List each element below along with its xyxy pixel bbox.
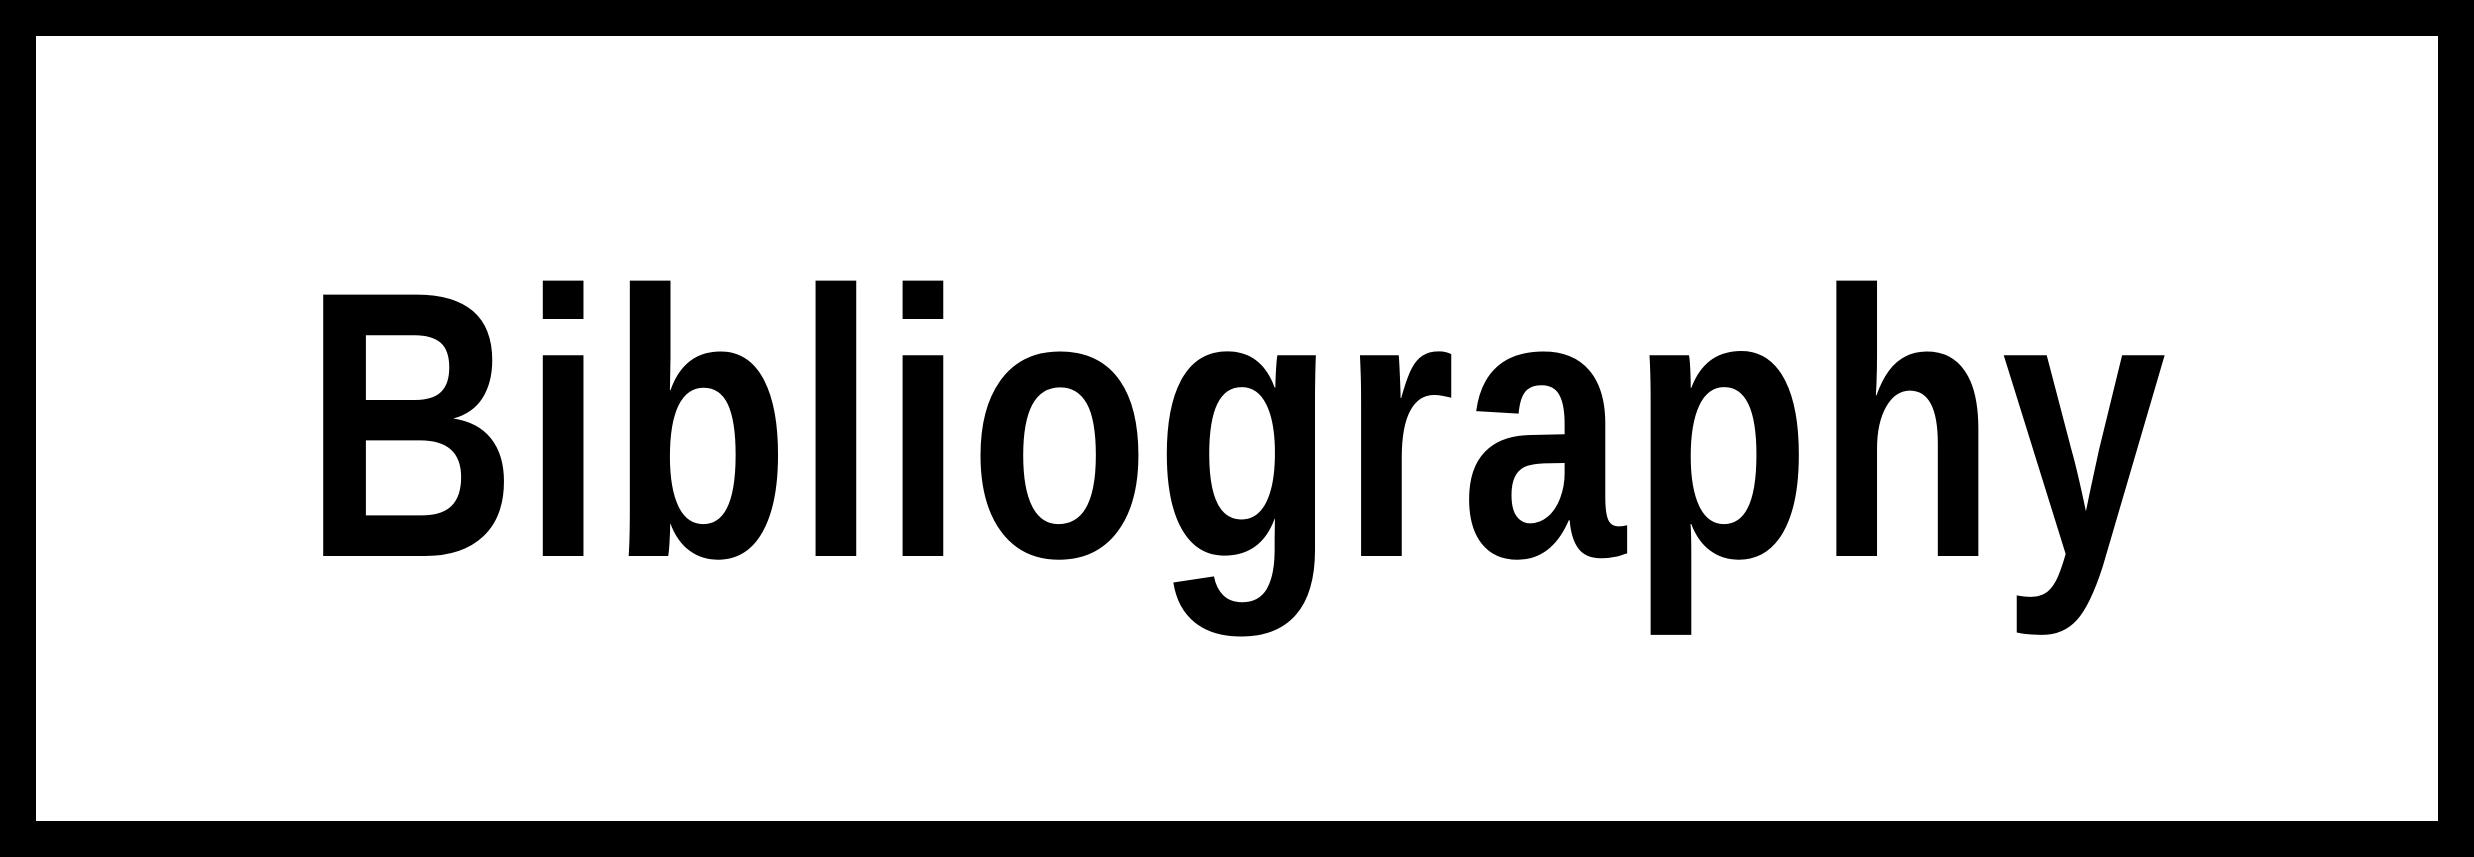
page-title: Bibliography	[303, 211, 2171, 637]
title-container: Bibliography	[36, 36, 2438, 821]
